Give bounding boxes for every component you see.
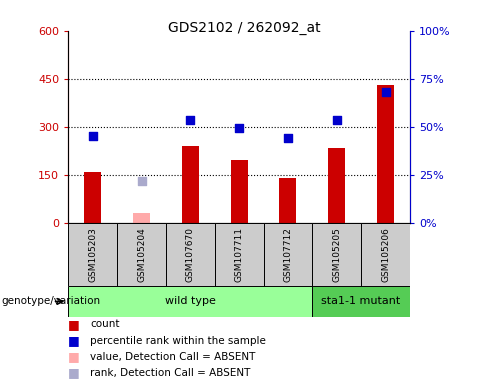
- Text: GSM107711: GSM107711: [235, 227, 244, 282]
- Text: GSM105203: GSM105203: [88, 227, 97, 282]
- Text: count: count: [90, 319, 120, 329]
- Bar: [84, 172, 102, 223]
- Bar: [328, 147, 345, 223]
- Point: [186, 117, 194, 123]
- Point: [333, 117, 341, 123]
- Text: GSM105206: GSM105206: [381, 227, 390, 282]
- Bar: [279, 178, 297, 223]
- Point: [138, 178, 145, 184]
- Point: [284, 135, 292, 141]
- Bar: [133, 213, 150, 223]
- Bar: [361, 223, 410, 286]
- Text: ■: ■: [68, 366, 80, 379]
- Text: ■: ■: [68, 334, 80, 347]
- Text: rank, Detection Call = ABSENT: rank, Detection Call = ABSENT: [90, 368, 251, 378]
- Text: genotype/variation: genotype/variation: [1, 296, 100, 306]
- Text: ■: ■: [68, 318, 80, 331]
- Text: GDS2102 / 262092_at: GDS2102 / 262092_at: [168, 21, 320, 35]
- Bar: [68, 286, 312, 317]
- Bar: [166, 223, 215, 286]
- Bar: [264, 223, 312, 286]
- Text: GSM107670: GSM107670: [186, 227, 195, 282]
- Bar: [312, 223, 361, 286]
- Text: sta1-1 mutant: sta1-1 mutant: [322, 296, 401, 306]
- Bar: [312, 286, 410, 317]
- Bar: [230, 161, 248, 223]
- Bar: [182, 146, 199, 223]
- Text: GSM105205: GSM105205: [332, 227, 341, 282]
- Bar: [377, 85, 394, 223]
- Point: [89, 133, 97, 139]
- Text: GSM105204: GSM105204: [137, 227, 146, 282]
- Point: [235, 125, 243, 131]
- Bar: [117, 223, 166, 286]
- Text: percentile rank within the sample: percentile rank within the sample: [90, 336, 266, 346]
- Text: ■: ■: [68, 350, 80, 363]
- Bar: [68, 223, 117, 286]
- Bar: [215, 223, 264, 286]
- Text: GSM107712: GSM107712: [284, 227, 292, 282]
- Point: [382, 88, 389, 94]
- Text: value, Detection Call = ABSENT: value, Detection Call = ABSENT: [90, 352, 256, 362]
- Text: wild type: wild type: [165, 296, 216, 306]
